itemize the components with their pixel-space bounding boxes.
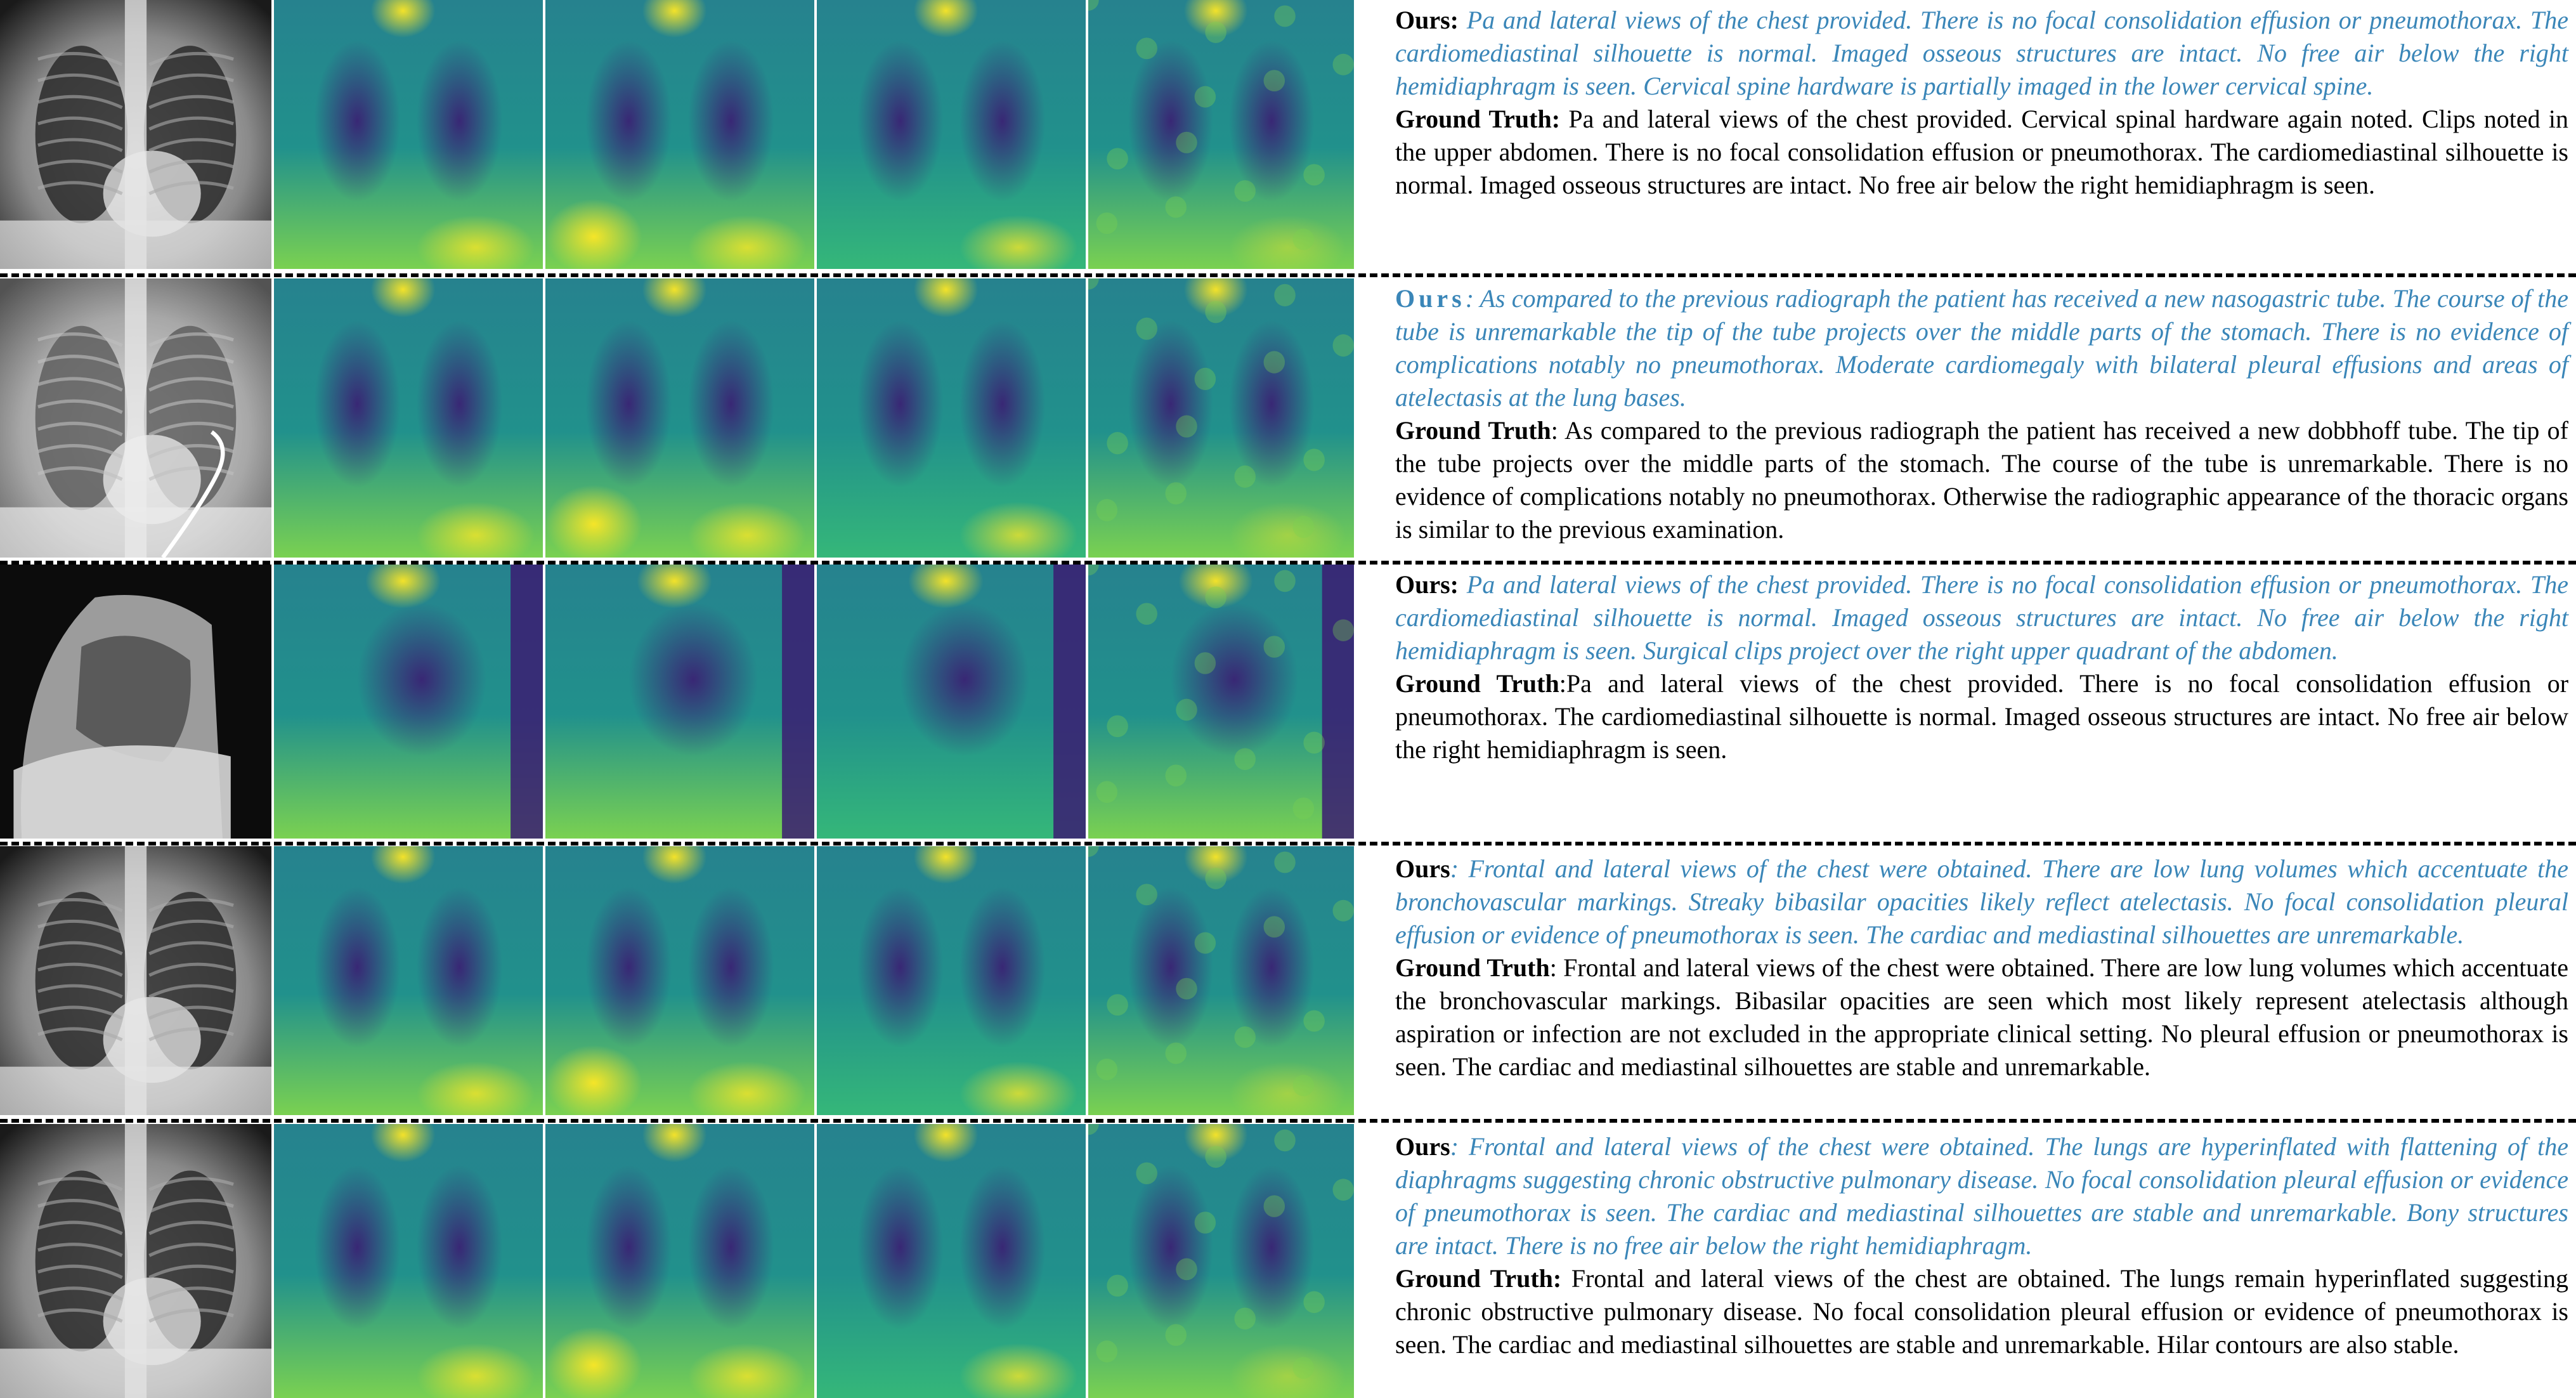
attention-map-1 bbox=[274, 846, 543, 1115]
attention-map-2 bbox=[545, 0, 814, 269]
attention-map-4 bbox=[1088, 0, 1354, 269]
attention-map-1 bbox=[274, 1124, 543, 1398]
ground-truth-label: Ground Truth bbox=[1395, 953, 1550, 982]
report-text: Ours: Frontal and lateral views of the c… bbox=[1395, 853, 2568, 1083]
image-strip bbox=[0, 1124, 1354, 1398]
ground-truth-label: Ground Truth bbox=[1395, 669, 1559, 698]
image-strip bbox=[0, 0, 1354, 269]
ground-truth-label: Ground Truth bbox=[1395, 416, 1551, 445]
ours-label: Ours bbox=[1395, 284, 1466, 313]
report-text: Ours: As compared to the previous radiog… bbox=[1395, 282, 2568, 546]
report-text: Ours: Frontal and lateral views of the c… bbox=[1395, 1130, 2568, 1361]
figure-row-5: Ours: Frontal and lateral views of the c… bbox=[0, 1124, 2576, 1398]
attention-map-3 bbox=[817, 846, 1086, 1115]
ground-truth-text: :Pa and lateral views of the chest provi… bbox=[1395, 669, 2568, 764]
attention-map-2 bbox=[545, 1124, 814, 1398]
report-text: Ours: Pa and lateral views of the chest … bbox=[1395, 4, 2568, 202]
attention-map-2 bbox=[545, 278, 814, 558]
ground-truth-report: Ground Truth: Frontal and lateral views … bbox=[1395, 1262, 2568, 1361]
ours-text: : Frontal and lateral views of the chest… bbox=[1395, 1132, 2568, 1260]
attention-map-4 bbox=[1088, 1124, 1354, 1398]
attention-map-4 bbox=[1088, 278, 1354, 558]
xray-image bbox=[0, 0, 271, 269]
ground-truth-text: : Frontal and lateral views of the chest… bbox=[1395, 953, 2568, 1081]
image-strip bbox=[0, 846, 1354, 1115]
ours-report: Ours: Frontal and lateral views of the c… bbox=[1395, 1130, 2568, 1262]
attention-map-3 bbox=[817, 1124, 1086, 1398]
report-text: Ours: Pa and lateral views of the chest … bbox=[1395, 568, 2568, 766]
xray-image bbox=[0, 278, 271, 558]
ours-text: : As compared to the previous radiograph… bbox=[1395, 284, 2568, 412]
attention-map-2 bbox=[545, 846, 814, 1115]
ours-text: Pa and lateral views of the chest provid… bbox=[1395, 6, 2568, 100]
attention-map-4 bbox=[1088, 846, 1354, 1115]
ground-truth-text: Pa and lateral views of the chest provid… bbox=[1395, 105, 2568, 199]
ours-label: Ours bbox=[1395, 854, 1450, 883]
ground-truth-text: Frontal and lateral views of the chest a… bbox=[1395, 1264, 2568, 1359]
ours-label: Ours bbox=[1395, 1132, 1450, 1161]
attention-map-1 bbox=[274, 0, 543, 269]
ours-label: Ours: bbox=[1395, 570, 1459, 599]
ground-truth-label: Ground Truth: bbox=[1395, 1264, 1561, 1293]
figure-row-4: Ours: Frontal and lateral views of the c… bbox=[0, 846, 2576, 1115]
ground-truth-report: Ground Truth:Pa and lateral views of the… bbox=[1395, 667, 2568, 766]
ours-text: Pa and lateral views of the chest provid… bbox=[1395, 570, 2568, 665]
attention-map-3 bbox=[817, 565, 1086, 839]
row-divider bbox=[0, 842, 2576, 846]
attention-map-1 bbox=[274, 565, 543, 839]
image-strip bbox=[0, 278, 1354, 558]
ours-label: Ours: bbox=[1395, 6, 1459, 34]
attention-map-3 bbox=[817, 278, 1086, 558]
xray-image bbox=[0, 1124, 271, 1398]
attention-map-2 bbox=[545, 565, 814, 839]
attention-map-3 bbox=[817, 0, 1086, 269]
ours-report: Ours: Pa and lateral views of the chest … bbox=[1395, 568, 2568, 667]
attention-map-4 bbox=[1088, 565, 1354, 839]
ground-truth-report: Ground Truth: Pa and lateral views of th… bbox=[1395, 103, 2568, 202]
ours-text: : Frontal and lateral views of the chest… bbox=[1395, 854, 2568, 949]
figure-row-2: Ours: As compared to the previous radiog… bbox=[0, 278, 2576, 558]
ground-truth-report: Ground Truth: As compared to the previou… bbox=[1395, 414, 2568, 546]
ground-truth-label: Ground Truth: bbox=[1395, 105, 1560, 133]
ground-truth-report: Ground Truth: Frontal and lateral views … bbox=[1395, 951, 2568, 1083]
image-strip bbox=[0, 565, 1354, 839]
row-divider bbox=[0, 273, 2576, 277]
attention-map-1 bbox=[274, 278, 543, 558]
row-divider bbox=[0, 561, 2576, 565]
ours-report: Ours: Frontal and lateral views of the c… bbox=[1395, 853, 2568, 951]
xray-image bbox=[0, 846, 271, 1115]
ground-truth-text: : As compared to the previous radiograph… bbox=[1395, 416, 2568, 544]
ours-report: Ours: Pa and lateral views of the chest … bbox=[1395, 4, 2568, 103]
xray-image bbox=[0, 565, 271, 839]
row-divider bbox=[0, 1119, 2576, 1123]
ours-report: Ours: As compared to the previous radiog… bbox=[1395, 282, 2568, 414]
figure-row-3: Ours: Pa and lateral views of the chest … bbox=[0, 565, 2576, 839]
figure-row-1: Ours: Pa and lateral views of the chest … bbox=[0, 0, 2576, 269]
